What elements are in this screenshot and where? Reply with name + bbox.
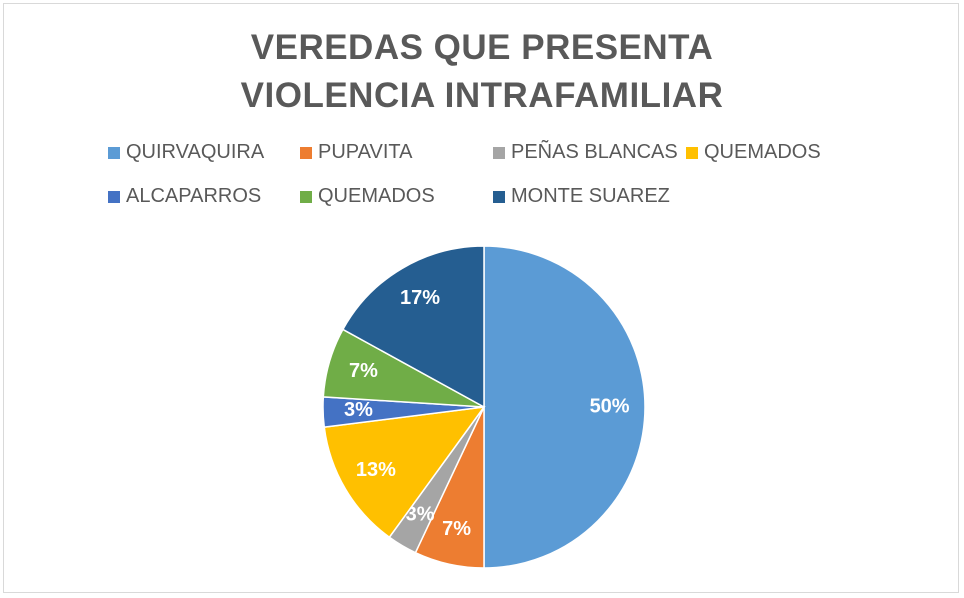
data-label: 13% [356,459,396,481]
legend-item: PEÑAS BLANCAS [493,141,678,164]
legend-swatch [300,146,312,159]
legend-item: QUIRVAQUIRA [108,141,264,164]
data-label: 7% [349,360,378,382]
data-label: 3% [406,503,435,525]
pie-slice [483,245,646,569]
pie-slice [341,245,485,409]
legend-swatch [686,146,698,159]
chart-title: VEREDAS QUE PRESENTA VIOLENCIA INTRAFAMI… [240,28,724,115]
legend-swatch [108,190,120,203]
legend-item: MONTE SUAREZ [493,185,670,208]
legend-swatch [300,190,312,203]
legend-label: QUEMADOS [704,141,821,163]
legend-label: PEÑAS BLANCAS [511,141,678,163]
legend-item: QUEMADOS [686,141,821,164]
legend-label: ALCAPARROS [126,185,262,207]
data-label: 7% [442,518,471,540]
data-label: 50% [590,395,630,417]
legend-swatch [493,146,505,159]
legend-item: ALCAPARROS [108,185,261,208]
legend-item: QUEMADOS [300,185,435,208]
legend-label: QUEMADOS [318,185,435,207]
legend-label: PUPAVITA [318,141,413,163]
pie-slice [323,406,486,539]
legend-label: QUIRVAQUIRA [126,141,265,163]
legend-item: PUPAVITA [300,141,412,164]
data-label: 3% [344,399,373,421]
legend-swatch [108,146,120,159]
chart-frame [3,3,959,593]
legend-label: MONTE SUAREZ [511,185,670,207]
legend-swatch [493,190,505,203]
data-label: 17% [400,287,440,309]
